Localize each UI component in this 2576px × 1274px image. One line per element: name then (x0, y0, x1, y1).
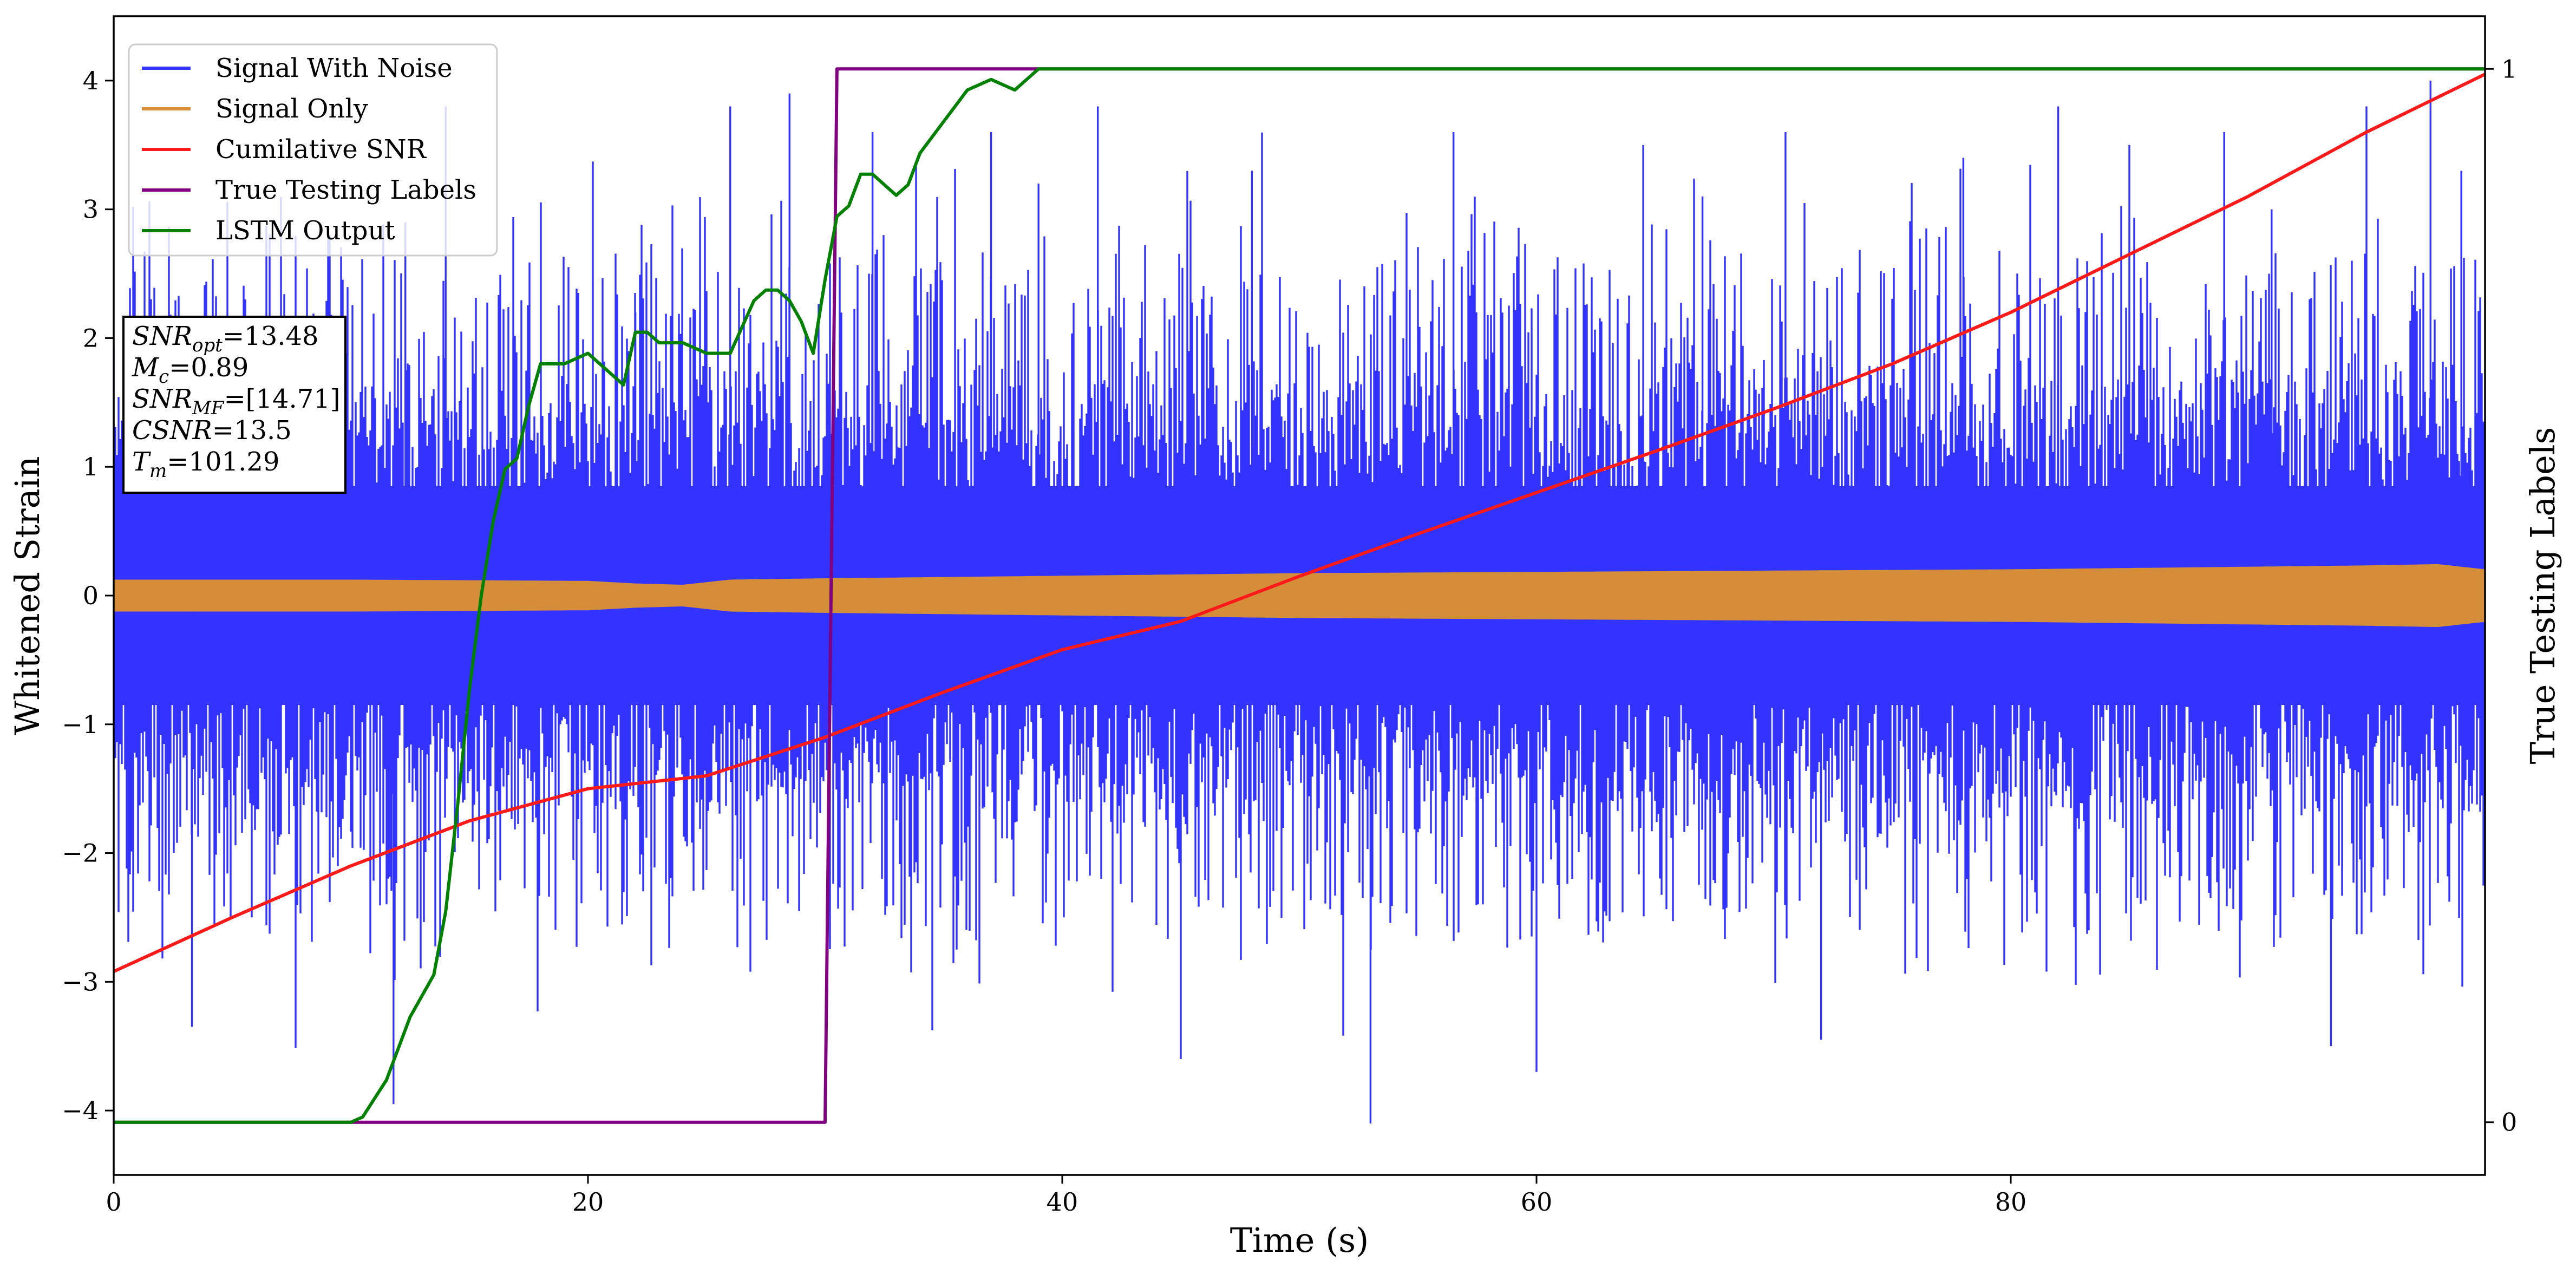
y-right-tick-label: 0 (2501, 1108, 2517, 1137)
legend-label: Cumilative SNR (215, 134, 427, 165)
y-left-tick-label: 1 (83, 452, 99, 481)
series-cumilative-snr (114, 73, 2485, 974)
x-tick-label: 40 (1047, 1187, 1078, 1217)
y-left-tick-label: −2 (62, 839, 99, 868)
x-tick-label: 0 (106, 1187, 121, 1217)
series-lstm-output (114, 67, 2485, 1124)
stats-value: =0.89 (169, 352, 249, 383)
stats-line: SNRMF=[14.71] (132, 384, 341, 419)
x-tick-label: 20 (572, 1187, 604, 1217)
stats-annotation: SNRopt=13.48Mc=0.89SNRMF=[14.71]CSNR=13.… (122, 316, 346, 494)
series-signal-only (114, 564, 2485, 628)
y-axis-right-title: True Testing Labels (2523, 427, 2562, 765)
stats-symbol: T (132, 447, 151, 477)
stats-line: Mc=0.89 (132, 352, 249, 388)
stats-subscript: MF (192, 397, 225, 419)
legend-label: True Testing Labels (215, 175, 476, 205)
legend-label: Signal With Noise (215, 53, 453, 83)
stats-value: =101.29 (167, 447, 279, 477)
y-left-tick-label: 4 (83, 66, 99, 95)
stats-subscript: c (159, 366, 169, 388)
x-axis-title: Time (s) (1230, 1220, 1369, 1260)
stats-symbol: CSNR (132, 415, 212, 446)
stats-symbol: SNR (132, 321, 192, 351)
y-right-tick-label: 1 (2501, 54, 2517, 83)
x-tick-label: 80 (1995, 1187, 2027, 1217)
legend-frame (128, 43, 498, 257)
stats-line: CSNR=13.5 (132, 415, 292, 446)
y-left-tick-label: 0 (83, 581, 99, 610)
y-axis-left-title: Whitened Strain (8, 456, 47, 735)
y-left-tick-label: 3 (83, 195, 99, 224)
stats-symbol: M (132, 352, 160, 383)
stats-subscript: opt (192, 335, 223, 356)
legend-label: Signal Only (215, 94, 368, 124)
stats-value: =13.48 (223, 321, 319, 351)
x-tick-label: 60 (1521, 1187, 1553, 1217)
y-left-tick-label: −1 (62, 710, 99, 739)
plot-area (114, 67, 2485, 1124)
y-left-tick-label: −3 (62, 967, 99, 996)
stats-symbol: SNR (132, 384, 192, 414)
legend: Signal With Noise Signal Only Cumilative S… (128, 43, 498, 257)
legend-label: LSTM Output (215, 215, 395, 246)
stats-box-frame (122, 316, 346, 494)
stats-subscript: m (149, 460, 167, 482)
y-left-tick-label: −4 (62, 1096, 99, 1125)
stats-value: =13.5 (212, 415, 292, 446)
stats-line: Tm=101.29 (132, 447, 279, 482)
stats-line: SNRopt=13.48 (132, 321, 319, 356)
stats-value: =[14.71] (224, 384, 340, 414)
y-left-tick-label: 2 (83, 323, 99, 352)
